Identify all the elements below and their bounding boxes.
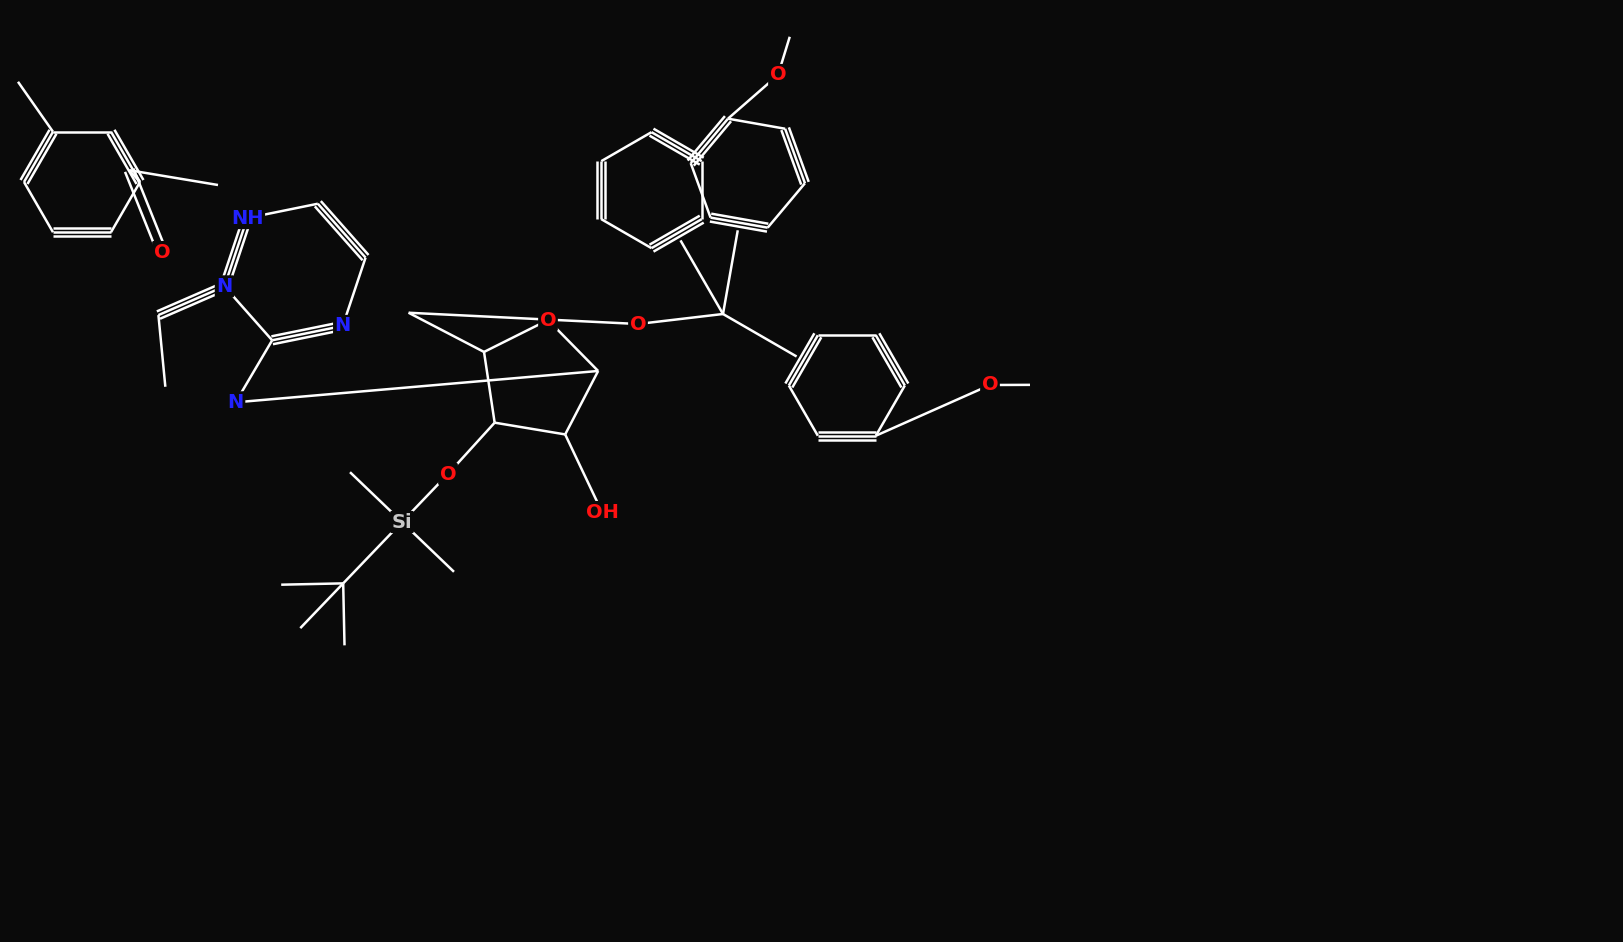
Text: Si: Si [391, 512, 412, 531]
Text: O: O [440, 464, 456, 483]
Text: O: O [982, 376, 998, 395]
Text: OH: OH [586, 502, 618, 522]
Text: NH: NH [230, 208, 263, 228]
Text: O: O [540, 311, 557, 330]
Text: N: N [227, 393, 243, 412]
Text: N: N [334, 317, 351, 335]
Text: O: O [154, 242, 170, 262]
Text: O: O [769, 66, 786, 85]
Text: N: N [216, 277, 232, 296]
Text: O: O [630, 315, 646, 333]
